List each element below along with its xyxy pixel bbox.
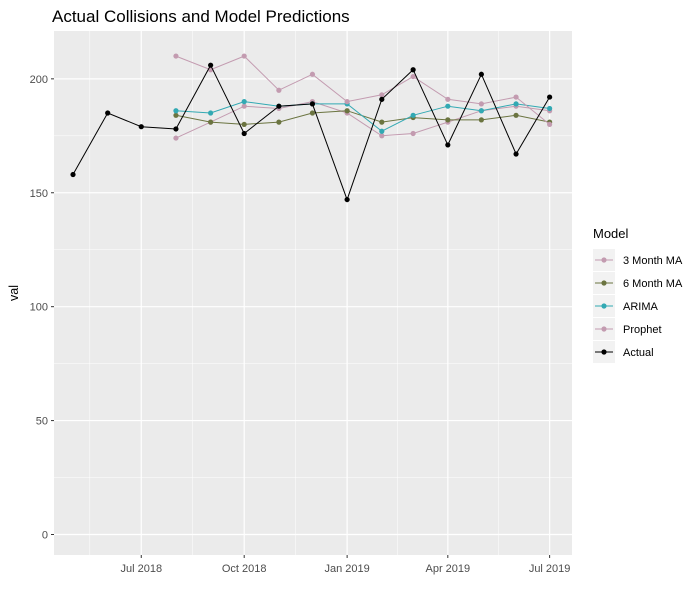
data-point-prophet	[445, 96, 451, 102]
data-point-actual	[478, 71, 484, 77]
data-point-actual	[513, 151, 519, 157]
data-point-actual	[208, 62, 214, 68]
data-point-prophet	[379, 92, 385, 98]
series-6-month-ma	[173, 108, 553, 128]
data-point-actual	[547, 94, 553, 100]
data-point-prophet	[410, 73, 416, 80]
legend-label: 3 Month MA	[623, 255, 683, 267]
data-point-arima	[208, 110, 214, 116]
series-line-arima	[175, 101, 550, 132]
legend-key-point	[601, 349, 607, 355]
chart-title: Actual Collisions and Model Predictions	[52, 7, 350, 26]
legend-key-point	[601, 303, 607, 309]
y-tick-label: 150	[30, 188, 48, 200]
y-tick-label: 0	[42, 529, 48, 541]
data-point-6-month-ma	[208, 119, 214, 125]
major-gridlines	[54, 31, 572, 555]
legend-key-point	[601, 280, 607, 286]
data-point-6-month-ma	[478, 117, 484, 123]
x-tick-label: Jul 2019	[529, 563, 571, 575]
legend-label: Prophet	[623, 324, 662, 336]
legend-item-6-month-ma: 6 Month MA	[593, 272, 683, 294]
data-point-arima	[547, 105, 553, 112]
data-point-actual	[138, 124, 144, 130]
data-point-6-month-ma	[513, 112, 519, 118]
data-point-prophet	[513, 94, 519, 100]
series-layer	[70, 53, 553, 203]
data-point-3-month-ma	[379, 133, 385, 139]
legend-key-point	[601, 257, 607, 263]
data-point-prophet	[173, 53, 179, 59]
data-point-3-month-ma	[173, 135, 179, 141]
data-point-actual	[410, 67, 416, 73]
data-point-actual	[241, 130, 247, 137]
y-tick-label: 200	[30, 74, 48, 86]
data-point-6-month-ma	[309, 110, 316, 116]
data-point-arima	[445, 103, 451, 109]
data-point-arima	[379, 128, 385, 134]
data-point-3-month-ma	[410, 130, 416, 137]
data-point-arima	[410, 112, 416, 118]
series-prophet	[173, 53, 553, 128]
data-point-6-month-ma	[276, 119, 282, 125]
data-point-actual	[173, 126, 179, 132]
data-point-3-month-ma	[241, 103, 247, 109]
y-tick-label: 50	[36, 416, 48, 428]
legend-item-prophet: Prophet	[593, 318, 662, 340]
data-point-actual	[344, 196, 350, 203]
data-point-prophet	[241, 53, 247, 59]
data-point-arima	[478, 108, 484, 114]
x-tick-label: Apr 2019	[425, 563, 470, 575]
legend: Model 3 Month MA 6 Month MA ARIMA Prophet Ac…	[593, 226, 683, 363]
legend-label: ARIMA	[623, 301, 659, 313]
legend-label: Actual	[623, 347, 654, 359]
series-actual	[70, 62, 553, 203]
data-point-arima	[513, 101, 519, 107]
x-tick-label: Jul 2018	[120, 563, 162, 575]
data-point-actual	[379, 96, 385, 102]
legend-item-actual: Actual	[593, 341, 654, 363]
legend-title: Model	[593, 226, 629, 241]
data-point-6-month-ma	[445, 117, 451, 123]
data-point-6-month-ma	[173, 112, 179, 118]
x-axis: Jul 2018 Oct 2018 Jan 2019 Apr 2019 Jul 2019	[120, 555, 570, 575]
data-point-6-month-ma	[241, 121, 247, 128]
data-point-6-month-ma	[344, 108, 350, 114]
data-point-arima	[173, 108, 179, 114]
data-point-prophet	[309, 71, 316, 77]
legend-label: 6 Month MA	[623, 278, 683, 290]
legend-item-arima: ARIMA	[593, 295, 659, 317]
data-point-prophet	[276, 87, 282, 93]
series-line-6-month-ma	[175, 110, 550, 125]
data-point-arima	[241, 99, 247, 105]
x-tick-label: Oct 2018	[222, 563, 267, 575]
data-point-prophet	[478, 101, 484, 107]
data-point-actual	[445, 142, 451, 148]
x-tick-label: Jan 2019	[324, 563, 369, 575]
y-axis-title: val	[7, 285, 21, 301]
data-point-prophet	[547, 121, 553, 128]
data-point-prophet	[344, 99, 350, 105]
data-point-actual	[70, 171, 76, 178]
plot-panel	[54, 31, 572, 555]
data-point-actual	[105, 110, 111, 116]
series-line-prophet	[175, 55, 550, 125]
legend-item-3-month-ma: 3 Month MA	[593, 249, 683, 271]
data-point-actual	[309, 101, 316, 107]
data-point-6-month-ma	[379, 119, 385, 125]
data-point-actual	[276, 103, 282, 109]
y-tick-label: 100	[30, 302, 48, 314]
legend-key-point	[601, 326, 607, 332]
y-axis: 0 50 100 150 200	[30, 74, 54, 541]
